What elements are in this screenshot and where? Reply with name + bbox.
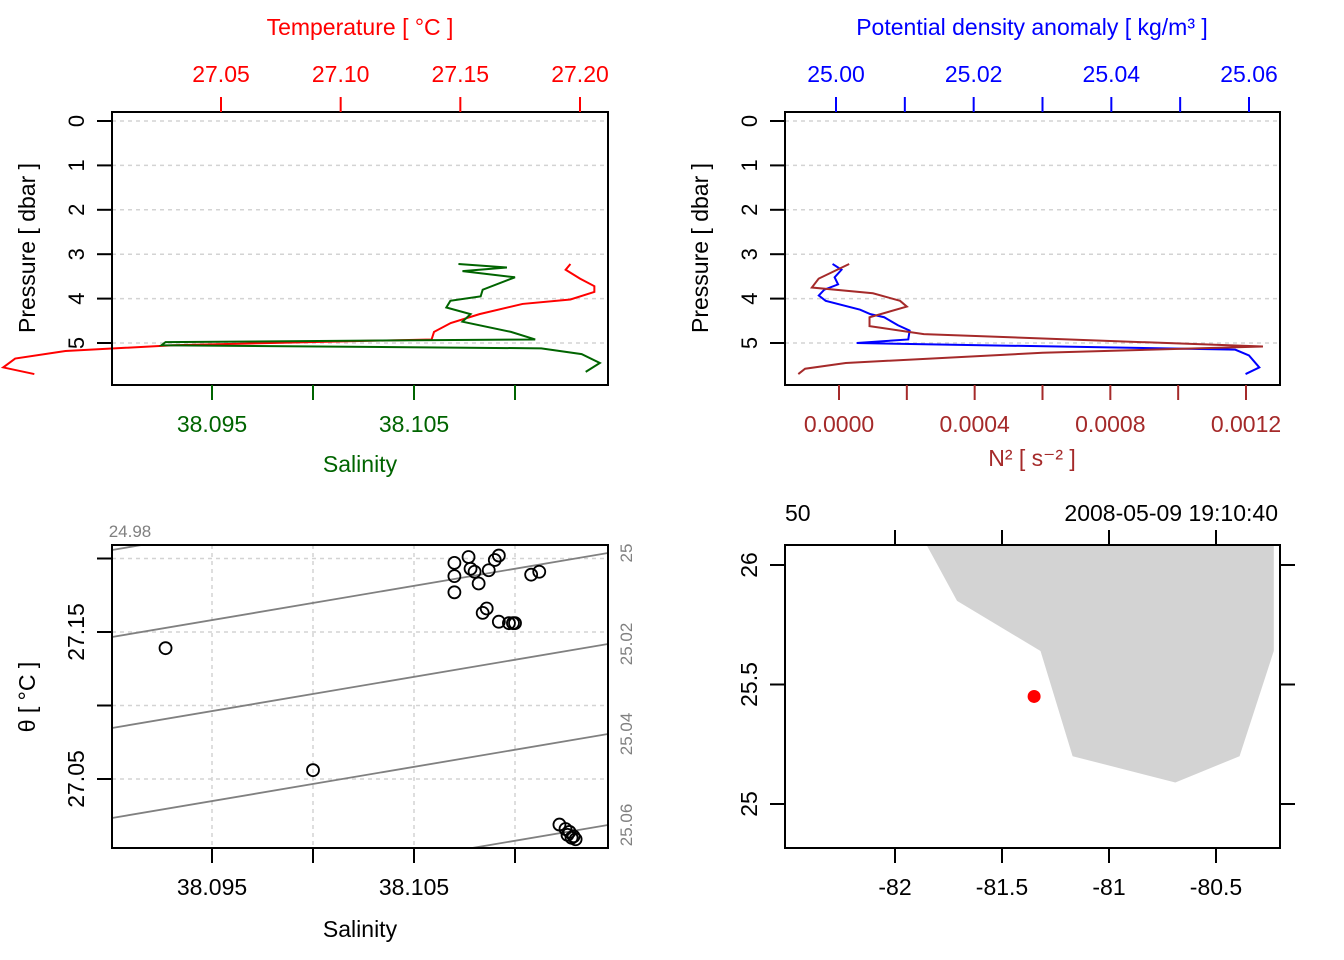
panel-frame [784, 544, 1281, 849]
pressure-axis-title: Pressure [ dbar ] [687, 163, 713, 333]
temperature-tick-label: 27.20 [551, 61, 609, 87]
isopycnal-label: 25.06 [617, 804, 636, 847]
panel-frame [111, 111, 609, 386]
y-tick-label: 2 [737, 204, 762, 216]
ts-point [447, 556, 462, 570]
lon-tick-label: -81.5 [976, 874, 1028, 900]
y-tick-label: 0 [737, 115, 762, 127]
y-tick-label: 27.15 [63, 603, 89, 661]
salinity-axis-title: Salinity [323, 451, 398, 477]
n2-tick-label: 0.0000 [804, 411, 874, 437]
isopycnal-line [112, 545, 147, 551]
ts-point [532, 564, 547, 579]
ts-point [463, 561, 478, 576]
salinity-tick-label: 38.095 [177, 411, 247, 437]
ts-point [491, 614, 506, 629]
isopycnal-line [112, 733, 608, 819]
ts-point [481, 563, 496, 578]
panel-station-map: -82 -81.5 -81 -80.5 25 25.5 26 50 2008-05-09 1… [736, 500, 1295, 900]
y-tick-label: 5 [737, 337, 762, 349]
panel-ts-diagram: 27.05 27.15 38.095 38.105 24.98 25 25.02 25.0… [14, 522, 636, 942]
ts-point [564, 830, 579, 845]
ts-point [566, 829, 581, 844]
pressure-axis-title: Pressure [ dbar ] [14, 163, 40, 333]
ts-point [306, 763, 320, 778]
n2-tick-label: 0.0012 [1211, 411, 1281, 437]
ts-point [475, 605, 490, 620]
salinity-tick-label: 38.105 [379, 411, 449, 437]
ts-point [487, 553, 502, 567]
temperature-axis-title: Temperature [ °C ] [267, 14, 454, 40]
isopycnal-label: 25.02 [617, 623, 636, 666]
y-tick-label: 3 [737, 248, 762, 260]
density-tick-label: 25.00 [807, 61, 865, 87]
lon-tick-label: -80.5 [1190, 874, 1242, 900]
ts-point [447, 569, 462, 584]
temperature-tick-label: 27.10 [312, 61, 370, 87]
ts-point [461, 550, 476, 564]
x-tick-label: 38.105 [379, 874, 449, 900]
isopycnal-label: 25 [617, 544, 636, 563]
lat-tick-label: 26 [736, 552, 762, 578]
y-tick-label: 3 [64, 248, 89, 260]
temperature-tick-label: 27.15 [432, 61, 490, 87]
station-marker [1027, 689, 1041, 703]
n2-line [797, 263, 1263, 375]
panel-frame [111, 544, 609, 849]
ts-point [467, 564, 482, 579]
isopycnal-line [466, 824, 608, 848]
y-tick-label: 2 [64, 204, 89, 216]
ts-point [479, 601, 494, 616]
ts-point [508, 616, 522, 631]
y-tick-label: 0 [64, 115, 89, 127]
y-tick-label: 1 [64, 159, 89, 171]
density-line [817, 263, 1261, 375]
y-tick-label: 5 [64, 337, 89, 349]
lat-tick-label: 25 [736, 791, 762, 817]
ts-point [491, 548, 506, 563]
lon-tick-label: -81 [1092, 874, 1125, 900]
n2-axis-title: N² [ s⁻² ] [988, 445, 1076, 471]
density-tick-label: 25.04 [1083, 61, 1141, 87]
n2-tick-label: 0.0008 [1075, 411, 1145, 437]
salinity-axis-title: Salinity [323, 916, 398, 942]
y-tick-label: 1 [737, 159, 762, 171]
temperature-tick-label: 27.05 [192, 61, 250, 87]
theta-axis-title: θ [ °C ] [14, 662, 40, 733]
station-time-label: 2008-05-09 19:10:40 [1064, 500, 1278, 526]
salinity-line [158, 262, 602, 373]
lat-tick-label: 25.5 [736, 662, 762, 707]
ts-point [560, 827, 575, 842]
isopycnal-label: 24.98 [109, 522, 152, 541]
ts-point [471, 576, 486, 591]
n2-tick-label: 0.0004 [939, 411, 1010, 437]
ts-point [502, 616, 516, 631]
y-tick-label: 4 [737, 292, 762, 304]
panel-density-profile: 0 1 2 3 4 5 25.00 25.02 25.04 25.06 0.0000 0.0004… [687, 14, 1281, 471]
x-tick-label: 38.095 [177, 874, 247, 900]
isopycnal-line [112, 552, 608, 638]
ts-point [447, 585, 462, 600]
density-tick-label: 25.06 [1220, 61, 1278, 87]
isopycnal-line [112, 643, 608, 729]
ts-point [524, 567, 539, 582]
y-tick-label: 4 [64, 292, 89, 304]
station-index-label: 50 [785, 500, 811, 526]
ts-point [158, 641, 173, 656]
panel-ts-profile: 0 1 2 3 4 5 27.05 27.10 27.15 27.20 38.095 38.105… [0, 14, 609, 477]
panel-frame [784, 111, 1281, 386]
land-polygon [927, 545, 1274, 783]
lon-tick-label: -82 [878, 874, 911, 900]
density-axis-title: Potential density anomaly [ kg/m³ ] [856, 14, 1208, 40]
y-tick-label: 27.05 [63, 750, 89, 808]
isopycnal-label: 25.04 [617, 713, 636, 756]
density-tick-label: 25.02 [945, 61, 1003, 87]
